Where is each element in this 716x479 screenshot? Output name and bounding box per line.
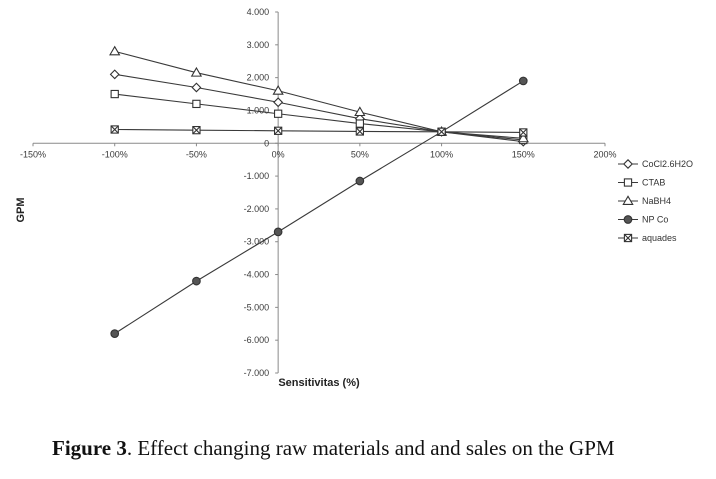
data-point: [272, 84, 284, 95]
data-point: [109, 45, 121, 56]
data-point: [518, 76, 528, 86]
legend-label: NP Co: [642, 215, 668, 225]
data-point: [354, 106, 366, 117]
legend-marker: [623, 159, 633, 169]
x-tick-label: 100%: [430, 149, 453, 159]
x-tick-label: 200%: [593, 149, 616, 159]
x-tick-label: -150%: [20, 149, 46, 159]
legend-item-np-co: NP Co: [618, 215, 668, 225]
figure-caption: Figure 3. Effect changing raw materials …: [52, 436, 615, 461]
legend-label: aquades: [642, 233, 677, 243]
axes: 4.000 3.000 2.000 1.000 0 -1.000 -2.000 -3.000 -…: [20, 7, 617, 378]
y-tick-label: -5.000: [244, 302, 270, 312]
figure-caption-label: Figure 3: [52, 436, 127, 460]
series-np-co: [110, 76, 528, 338]
series-line: [114, 128, 524, 133]
series-nabh4: [109, 45, 529, 143]
y-tick-label: 4.000: [247, 7, 270, 17]
data-point: [273, 97, 284, 108]
x-tick-label: -100%: [102, 149, 128, 159]
series-group: [109, 45, 529, 338]
legend-label: NaBH4: [642, 196, 671, 206]
gpm-sensitivity-chart: 4.000 3.000 2.000 1.000 0 -1.000 -2.000 -3.000 -…: [15, 7, 693, 389]
figure-caption-text: . Effect changing raw materials and and …: [126, 436, 615, 460]
data-point: [517, 132, 529, 143]
legend-marker: [623, 215, 633, 224]
legend: CoCl2.6H2O CTAB NaBH4 NP Co aquades: [618, 159, 693, 243]
legend-label: CTAB: [642, 178, 665, 188]
data-point: [355, 127, 365, 136]
legend-item-nabh4: NaBH4: [618, 195, 671, 206]
data-point: [519, 128, 528, 137]
y-tick-label: -7.000: [244, 368, 270, 378]
data-point: [273, 227, 283, 237]
x-tick-label: 150%: [512, 149, 535, 159]
legend-marker: [623, 178, 633, 187]
data-point: [192, 99, 201, 109]
y-tick-label: 2.000: [247, 73, 270, 83]
data-point: [109, 69, 120, 80]
y-tick-label: -1.000: [244, 171, 270, 181]
y-tick-label: 1.000: [247, 105, 270, 115]
x-tick-label: 0%: [272, 149, 285, 159]
y-tick-label: -6.000: [244, 335, 270, 345]
data-point: [192, 125, 201, 135]
y-axis-label: GPM: [15, 197, 27, 222]
y-tick-label: -4.000: [244, 270, 270, 280]
y-tick-label: -2.000: [244, 204, 270, 214]
data-point: [273, 126, 283, 135]
y-tick-label: 0: [264, 138, 269, 148]
data-point: [355, 176, 365, 186]
series-line: [114, 50, 524, 139]
legend-marker: [622, 195, 634, 205]
legend-item-cocl2-6h2o: CoCl2.6H2O: [618, 159, 693, 169]
y-tick-label: -3.000: [244, 237, 270, 247]
x-tick-label: 50%: [351, 149, 369, 159]
series-aquades: [110, 125, 528, 137]
data-point: [273, 109, 283, 118]
legend-item-ctab: CTAB: [618, 178, 665, 188]
y-tick-label: 3.000: [247, 40, 270, 50]
data-point: [192, 276, 201, 286]
legend-item-aquades: aquades: [618, 233, 677, 243]
legend-marker: [623, 233, 633, 243]
x-axis-label: Sensitivitas (%): [278, 377, 360, 389]
x-tick-label: -50%: [186, 149, 207, 159]
data-point: [191, 82, 202, 93]
series-line: [114, 80, 524, 335]
data-point: [110, 89, 119, 99]
data-point: [437, 127, 446, 136]
legend-label: CoCl2.6H2O: [642, 159, 693, 169]
data-point: [110, 125, 119, 134]
data-point: [110, 329, 120, 338]
data-point: [190, 66, 203, 77]
data-point: [355, 119, 365, 128]
